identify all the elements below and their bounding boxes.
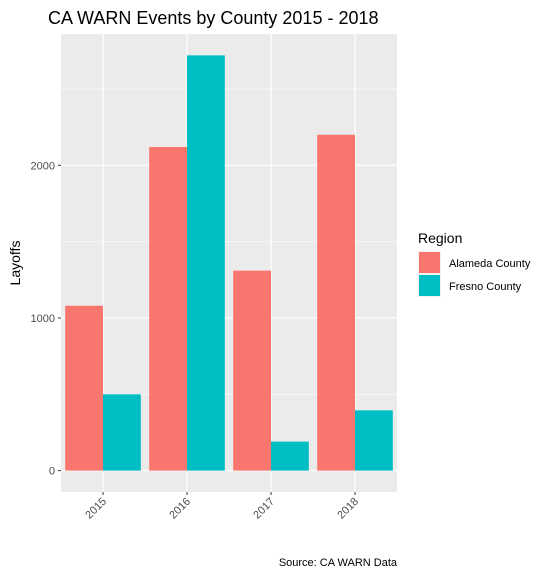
legend-label: Fresno County <box>449 281 522 293</box>
x-tick-label: 2018 <box>335 496 361 522</box>
legend-label: Alameda County <box>449 258 531 270</box>
y-axis-ticks: 0 1000 2000 <box>31 160 61 478</box>
bar <box>355 410 393 471</box>
legend-swatch <box>419 252 440 273</box>
chart-title: CA WARN Events by County 2015 - 2018 <box>48 8 379 28</box>
legend-title: Region <box>418 230 462 246</box>
bar <box>103 394 141 471</box>
x-tick-label: 2016 <box>167 496 193 522</box>
x-tick-label: 2017 <box>251 496 277 522</box>
x-tick-label: 2015 <box>83 496 109 522</box>
y-tick-label: 1000 <box>31 313 55 325</box>
y-tick-label: 2000 <box>31 160 55 172</box>
legend: Region Alameda County Fresno County <box>418 230 531 297</box>
legend-swatch <box>419 275 440 296</box>
bar <box>233 270 271 471</box>
bar <box>187 55 225 471</box>
bar <box>317 134 355 471</box>
y-axis-title: Layoffs <box>7 241 23 286</box>
x-axis-ticks: 2015 2016 2017 2018 <box>83 492 361 521</box>
chart-caption: Source: CA WARN Data <box>279 557 398 569</box>
bars <box>65 55 393 471</box>
bar <box>65 305 103 471</box>
bar <box>149 146 187 471</box>
y-tick-label: 0 <box>49 466 55 478</box>
bar <box>271 441 309 471</box>
